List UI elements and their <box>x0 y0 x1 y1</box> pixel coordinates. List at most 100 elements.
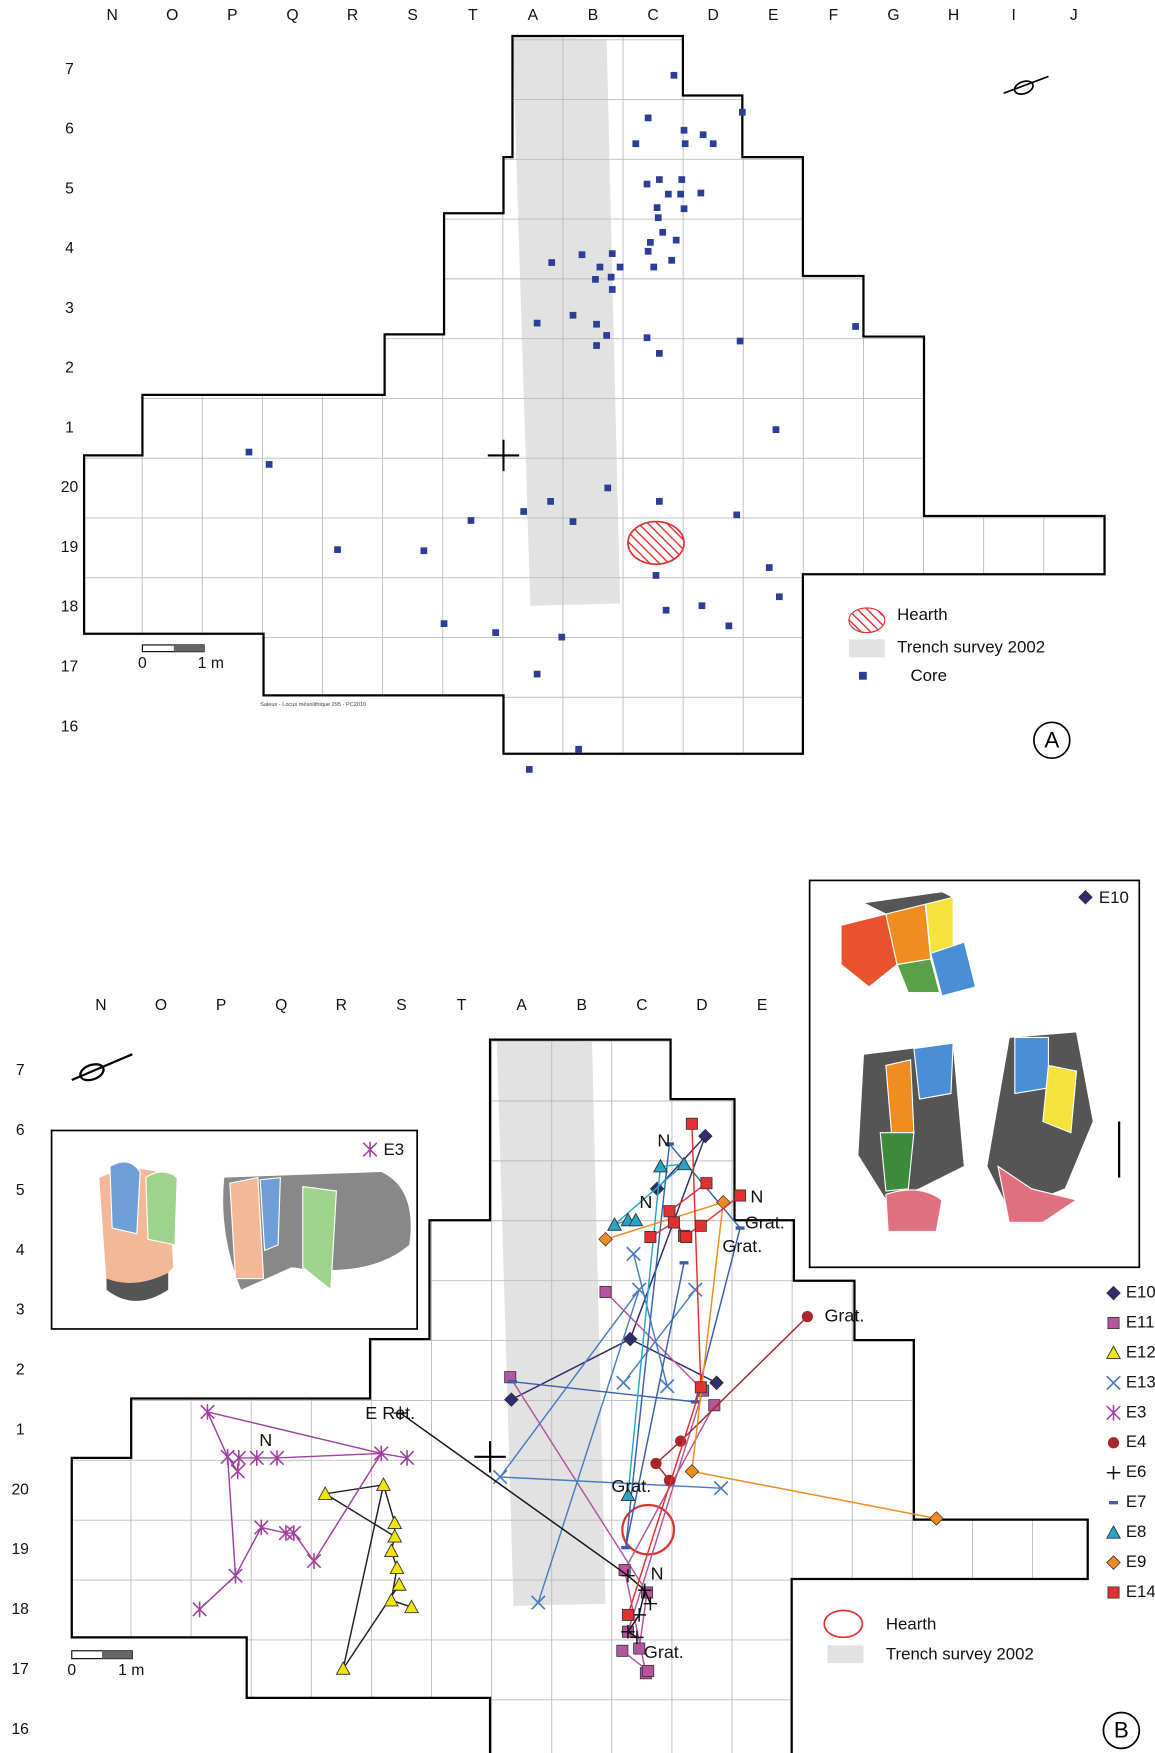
refit-point <box>393 1406 408 1420</box>
legend-hearth <box>823 1609 864 1639</box>
panel-label: A <box>1044 727 1059 752</box>
inset-marker <box>1078 889 1093 905</box>
core-point <box>647 239 654 246</box>
core-point <box>632 140 640 148</box>
column-label: R <box>347 7 358 24</box>
column-label: B <box>588 7 598 24</box>
core-point <box>520 508 528 515</box>
column-label: A <box>528 7 539 24</box>
core-point <box>655 498 663 505</box>
row-label: 3 <box>16 1302 25 1319</box>
refit-point <box>708 1399 721 1412</box>
column-label: S <box>396 997 406 1014</box>
row-label: 3 <box>65 300 74 317</box>
refit-point <box>621 1568 635 1583</box>
core-point <box>733 511 741 519</box>
core-point <box>668 256 676 264</box>
trench <box>496 1039 606 1606</box>
legend-hearth <box>848 607 886 634</box>
refit-point <box>694 1381 707 1394</box>
column-label: H <box>948 7 959 24</box>
column-label: I <box>1012 7 1016 24</box>
legend-marker <box>1107 1317 1120 1330</box>
site-outline <box>82 34 1106 755</box>
row-label: 19 <box>61 539 78 556</box>
legend-label: Hearth <box>886 1614 936 1633</box>
core-point <box>575 745 582 753</box>
row-label: 4 <box>65 240 74 257</box>
refit-drawing <box>885 1189 943 1232</box>
refit-point <box>192 1601 207 1618</box>
column-label: N <box>106 7 117 24</box>
row-label: 7 <box>65 61 74 78</box>
legend-label: Hearth <box>897 605 947 624</box>
core-point <box>643 180 651 188</box>
refit-point <box>622 1331 638 1347</box>
refit-drawing <box>229 1176 265 1280</box>
core-point <box>608 250 616 257</box>
refit-point <box>249 1450 265 1466</box>
core-point <box>672 236 680 244</box>
core-point <box>525 766 533 773</box>
inset-label: E3 <box>384 1140 405 1159</box>
refit-line <box>226 1456 237 1576</box>
annotation: Grat. <box>824 1305 864 1325</box>
refit-drawing <box>1014 1036 1050 1095</box>
refit-line <box>622 1289 696 1384</box>
column-label: P <box>227 7 237 24</box>
inset-e10: E10 <box>808 879 1141 1269</box>
core-point <box>593 342 600 349</box>
legend-trench <box>827 1645 864 1664</box>
inset-e3: E3 <box>50 1129 418 1330</box>
core-point <box>655 176 663 183</box>
scale-label: 0 <box>138 655 147 672</box>
refit-group <box>504 1285 721 1680</box>
core-point <box>655 350 663 357</box>
refit-point <box>700 1177 713 1190</box>
refit-point <box>667 1216 680 1229</box>
annotation: Grat. <box>722 1236 762 1256</box>
refit-point <box>230 1463 246 1480</box>
column-label: T <box>468 7 478 24</box>
row-label: 19 <box>11 1541 28 1558</box>
refit-point <box>200 1404 215 1420</box>
column-label: E <box>757 997 767 1014</box>
refit-point <box>599 1285 612 1298</box>
trench <box>512 36 621 606</box>
refit-point <box>621 1625 635 1639</box>
refit-point <box>643 1596 658 1611</box>
column-label: C <box>636 997 647 1014</box>
legend-label: E13 <box>1126 1372 1155 1391</box>
refit-drawing <box>1042 1064 1078 1134</box>
core-point <box>603 332 611 339</box>
refit-line <box>324 1493 396 1538</box>
scale-label: 0 <box>67 1662 76 1679</box>
refit-point <box>680 1231 693 1244</box>
refit-drawing <box>109 1161 141 1235</box>
core-point <box>709 140 717 148</box>
refit-point <box>383 1543 399 1558</box>
refit-group <box>317 1477 420 1675</box>
row-label: 2 <box>16 1362 25 1379</box>
refit-point <box>399 1450 415 1466</box>
row-label: 6 <box>65 121 74 138</box>
refit-drawing <box>259 1176 281 1252</box>
refit-point <box>504 1392 519 1407</box>
refit-point <box>628 1212 644 1227</box>
refit-drawing <box>885 1059 915 1134</box>
row-label: 5 <box>65 180 74 197</box>
refit-point <box>269 1450 285 1466</box>
row-label: 20 <box>11 1481 29 1498</box>
legend-marker <box>1107 1437 1120 1449</box>
core-point <box>680 126 688 134</box>
legend-core <box>858 671 867 680</box>
refit-point <box>633 1642 646 1655</box>
core-point <box>593 320 600 328</box>
core-point <box>569 518 577 525</box>
row-label: 16 <box>11 1721 29 1738</box>
refit-drawing <box>106 1272 169 1301</box>
legend-marker <box>1106 1524 1121 1539</box>
refit-drawing <box>861 891 955 915</box>
refit-point <box>638 1583 652 1597</box>
